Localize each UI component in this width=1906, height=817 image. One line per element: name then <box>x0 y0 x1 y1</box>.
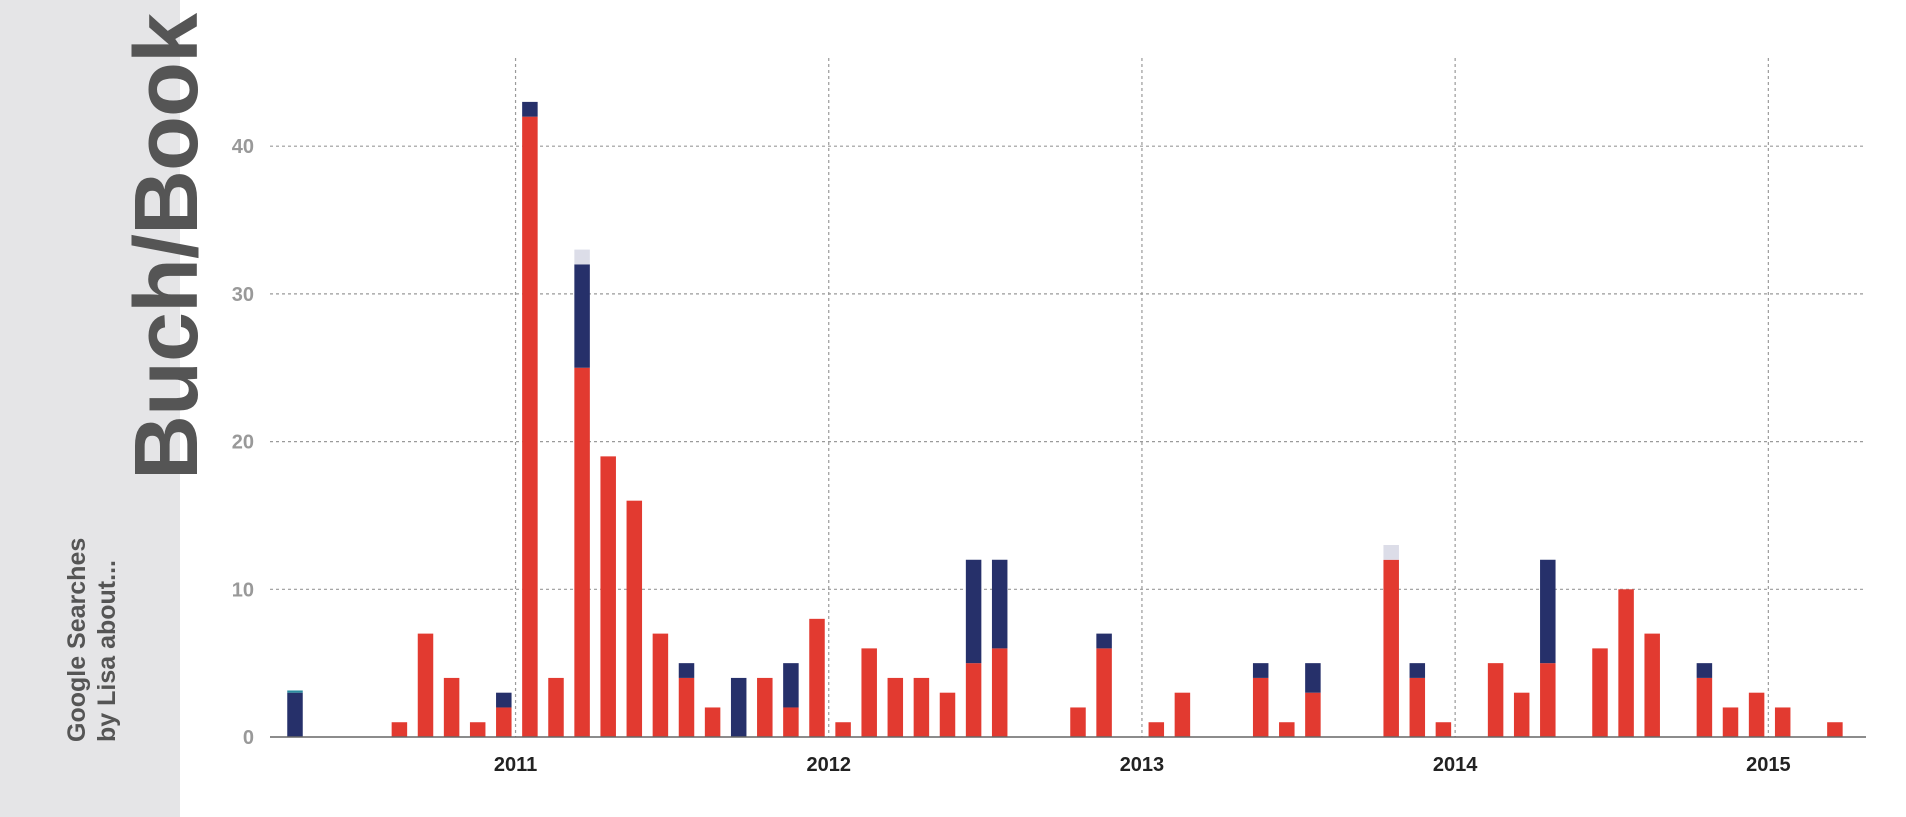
x-axis-ticks: 2011 2012 2013 2014 2015 <box>494 754 1791 776</box>
bar-segment-red <box>1696 677 1713 737</box>
bar-segment-red <box>1096 648 1112 737</box>
bar-segment-red <box>1644 633 1660 737</box>
sidebar <box>0 0 180 817</box>
bar-segment-navy <box>965 559 982 664</box>
bar-segment-navy <box>1305 663 1321 693</box>
bar-segment-red <box>548 677 564 737</box>
bar-segment-navy <box>287 692 303 737</box>
y-tick-label: 20 <box>232 432 254 454</box>
bar-segment-red <box>835 722 851 737</box>
bar-segment-red <box>965 663 982 737</box>
bar-segment-light <box>574 249 590 265</box>
y-axis-ticks: 0 10 20 30 40 <box>232 136 254 749</box>
bar-segment-red <box>1409 677 1426 737</box>
bar-segment-red <box>1070 707 1086 737</box>
bars <box>287 101 1843 737</box>
bar-segment-navy <box>730 677 747 737</box>
bar-segment-navy <box>496 692 512 708</box>
bar-segment-red <box>1540 663 1556 737</box>
bar-segment-teal <box>287 690 303 693</box>
bar-segment-red <box>469 722 486 737</box>
x-tick-label: 2013 <box>1120 754 1165 776</box>
bar-segment-navy <box>574 264 590 368</box>
bar-segment-red <box>939 692 956 737</box>
x-tick-label: 2014 <box>1433 754 1478 776</box>
bar-segment-red <box>861 648 877 737</box>
y-tick-label: 40 <box>232 136 254 158</box>
bar-segment-red <box>991 648 1008 737</box>
bar-segment-red <box>809 618 825 737</box>
x-tick-label: 2011 <box>494 754 537 776</box>
bar-segment-red <box>1252 677 1269 737</box>
bar-segment-red <box>1748 692 1765 737</box>
bar-segment-red <box>1305 692 1321 737</box>
bar-segment-red <box>1827 722 1843 737</box>
bar-segment-red <box>1618 589 1634 737</box>
bar-segment-navy <box>522 101 538 117</box>
bar-segment-navy <box>1540 559 1556 664</box>
bar-segment-red <box>391 722 408 737</box>
bar-segment-navy <box>1096 633 1112 649</box>
bar-segment-red <box>757 677 773 737</box>
bar-segment-navy <box>1409 663 1426 678</box>
bar-segment-red <box>1174 692 1191 737</box>
bar-segment-navy <box>1252 663 1269 678</box>
bar-segment-red <box>704 707 721 737</box>
bar-segment-red <box>1487 663 1504 737</box>
x-tick-label: 2012 <box>806 754 851 776</box>
bar-segment-red <box>1774 707 1791 737</box>
bar-segment-red <box>626 500 643 737</box>
bar-segment-red <box>574 367 590 737</box>
bar-segment-red <box>1592 648 1608 737</box>
y-tick-label: 0 <box>243 727 254 749</box>
bar-segment-red <box>600 456 616 737</box>
bar-segment-navy <box>678 663 695 678</box>
bar-segment-red <box>1148 722 1165 737</box>
bar-segment-red <box>496 707 512 737</box>
bar-segment-light <box>1383 544 1399 560</box>
bar-segment-red <box>1722 707 1739 737</box>
bar-segment-red <box>1435 722 1452 737</box>
bar-segment-red <box>1383 559 1399 737</box>
bar-segment-red <box>678 677 695 737</box>
bar-segment-red <box>417 633 434 737</box>
y-tick-label: 30 <box>232 284 254 306</box>
bar-segment-red <box>1513 692 1530 737</box>
bar-segment-navy <box>991 559 1008 649</box>
bar-segment-red <box>443 677 460 737</box>
bar-segment-red <box>913 677 930 737</box>
bar-segment-red <box>522 116 538 737</box>
bar-segment-red <box>652 633 669 737</box>
bar-segment-navy <box>783 663 799 708</box>
y-tick-label: 10 <box>232 579 254 601</box>
bar-segment-red <box>783 707 799 737</box>
bar-segment-red <box>1279 722 1295 737</box>
bar-segment-red <box>887 677 904 737</box>
x-tick-label: 2015 <box>1746 754 1791 776</box>
bar-segment-navy <box>1696 663 1713 678</box>
